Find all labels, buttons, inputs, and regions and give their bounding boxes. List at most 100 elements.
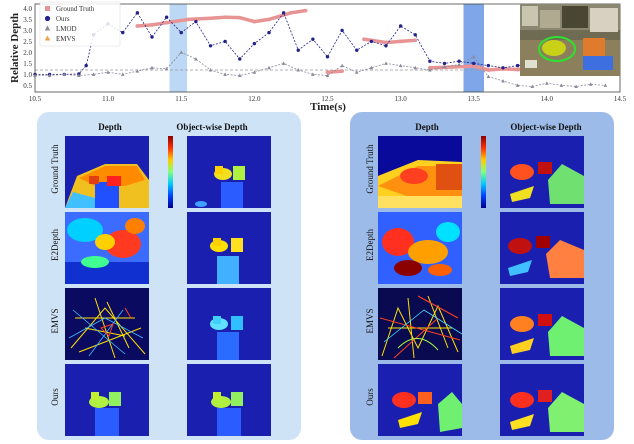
y-tick-label: 2.0 bbox=[23, 49, 32, 57]
y-tick-label: 2.5 bbox=[23, 38, 32, 46]
legend-marker bbox=[45, 6, 50, 11]
right-col-title-depth: Depth bbox=[415, 122, 439, 132]
highlight-span bbox=[463, 4, 484, 92]
gt-point bbox=[384, 40, 388, 45]
gt-segment bbox=[398, 38, 417, 44]
lmod-point bbox=[603, 83, 608, 87]
lmod-point bbox=[486, 74, 491, 79]
lmod-point bbox=[428, 68, 432, 72]
ours-point bbox=[398, 24, 403, 28]
lmod-point bbox=[62, 72, 67, 76]
ours-point bbox=[150, 35, 154, 39]
lmod-point bbox=[442, 64, 447, 69]
ours-point bbox=[164, 15, 169, 19]
ours-point bbox=[194, 19, 198, 24]
left-row-label-emvs: EMVS bbox=[50, 308, 60, 334]
ours-point bbox=[311, 37, 315, 41]
highlight-span bbox=[169, 4, 188, 92]
series-line bbox=[35, 51, 606, 87]
lmod-point bbox=[340, 63, 344, 68]
lmod-point bbox=[252, 70, 257, 74]
lmod-point bbox=[281, 61, 286, 65]
gt-point bbox=[362, 37, 366, 41]
legend-label: Ground Truth bbox=[56, 5, 95, 13]
lmod-point bbox=[194, 57, 198, 61]
ours-point bbox=[428, 59, 432, 63]
right-ours-depth-image bbox=[378, 364, 462, 436]
x-tick-label: 14.0 bbox=[541, 95, 554, 103]
x-tick-label: 12.5 bbox=[321, 95, 334, 103]
right-gt-objectwise-image bbox=[500, 136, 584, 208]
gt-point bbox=[303, 8, 308, 13]
x-tick-label: 13.0 bbox=[395, 95, 408, 103]
legend-marker bbox=[44, 35, 51, 41]
left-row-label-ours: Ours bbox=[50, 388, 60, 406]
right-row-label-e2depth: E2Depth bbox=[365, 229, 375, 261]
legend-marker bbox=[44, 25, 51, 31]
ours-point bbox=[223, 39, 227, 44]
ours-point bbox=[340, 28, 344, 33]
lmod-point bbox=[384, 61, 388, 65]
gt-segment bbox=[252, 17, 271, 24]
y-tick-label: 4.0 bbox=[23, 5, 32, 13]
gt-point bbox=[208, 16, 213, 21]
lmod-point bbox=[91, 72, 96, 76]
gt-segment bbox=[238, 15, 257, 24]
lmod-point bbox=[296, 68, 301, 72]
lmod-point bbox=[398, 63, 403, 68]
left-col-title-depth: Depth bbox=[98, 122, 122, 132]
gt-point bbox=[150, 23, 154, 27]
left-col-title-object-wise: Object-wise Depth bbox=[176, 122, 248, 132]
lmod-point bbox=[545, 81, 549, 85]
scene-inset-photo bbox=[520, 4, 620, 76]
x-axis-label: Time(s) bbox=[310, 101, 346, 112]
lmod-point bbox=[179, 50, 184, 54]
gt-point bbox=[325, 70, 330, 74]
left-ours-objectwise-image bbox=[187, 364, 271, 436]
gt-segment bbox=[442, 64, 461, 70]
left-gt-objectwise-image bbox=[187, 136, 271, 208]
legend-marker bbox=[44, 15, 51, 22]
lmod-point bbox=[267, 65, 271, 70]
y-axis-label: Relative Depth bbox=[9, 13, 21, 83]
left-ours-depth-image bbox=[65, 364, 149, 436]
lmod-point bbox=[325, 73, 330, 77]
gt-segment bbox=[457, 64, 476, 69]
gt-point bbox=[486, 68, 491, 72]
gt-point bbox=[267, 17, 271, 22]
gt-segment bbox=[186, 16, 213, 22]
right-emvs-objectwise-image bbox=[500, 288, 584, 360]
ours-point bbox=[442, 61, 447, 66]
x-tick-label: 11.0 bbox=[102, 95, 114, 103]
legend: Ground Truth Ours LMOD EMVS bbox=[39, 1, 121, 47]
lmod-point bbox=[311, 72, 315, 76]
gt-point bbox=[515, 67, 520, 72]
lmod-point bbox=[574, 84, 578, 88]
lmod-point bbox=[413, 65, 418, 70]
x-tick-label: 10.5 bbox=[29, 95, 42, 103]
gt-segment bbox=[289, 8, 308, 15]
y-tick-label: 3.0 bbox=[23, 27, 32, 35]
gt-segment bbox=[208, 15, 227, 21]
gt-segment bbox=[384, 39, 403, 45]
lmod-point bbox=[457, 62, 461, 66]
ours-point bbox=[501, 66, 505, 70]
lmod-point bbox=[47, 73, 52, 77]
y-tick-label: 0.5 bbox=[23, 82, 32, 90]
right-emvs-depth-image bbox=[378, 288, 462, 360]
gt-point bbox=[289, 11, 293, 15]
lmod-point bbox=[501, 79, 505, 83]
gt-segment bbox=[164, 17, 191, 25]
lmod-point bbox=[120, 72, 125, 76]
lmod-point bbox=[33, 73, 37, 77]
gt-point bbox=[252, 19, 257, 24]
gt-segment bbox=[486, 67, 505, 72]
lmod-point bbox=[77, 73, 81, 77]
gt-point bbox=[164, 20, 169, 25]
gt-point bbox=[471, 64, 476, 68]
x-tick-label: 11.5 bbox=[175, 95, 187, 103]
ours-point bbox=[84, 63, 88, 68]
gt-point bbox=[413, 38, 418, 43]
right-depth-colorbar bbox=[481, 136, 486, 208]
lmod-point bbox=[559, 83, 564, 87]
